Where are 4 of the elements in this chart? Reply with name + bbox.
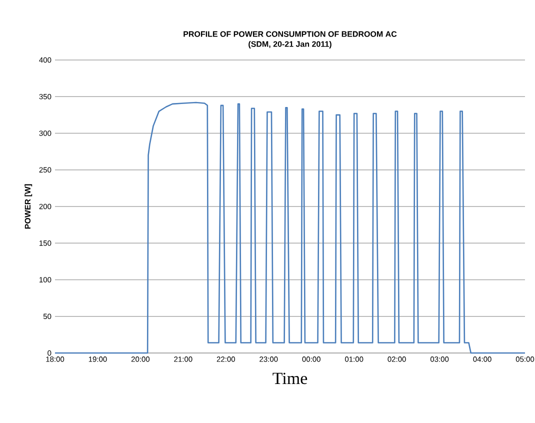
y-axis-title: POWER [W]: [24, 184, 32, 229]
x-axis-title: Time: [272, 372, 308, 384]
chart-subtitle: (SDM, 20-21 Jan 2011): [248, 41, 332, 48]
chart-title: PROFILE OF POWER CONSUMPTION OF BEDROOM AC: [184, 31, 397, 37]
